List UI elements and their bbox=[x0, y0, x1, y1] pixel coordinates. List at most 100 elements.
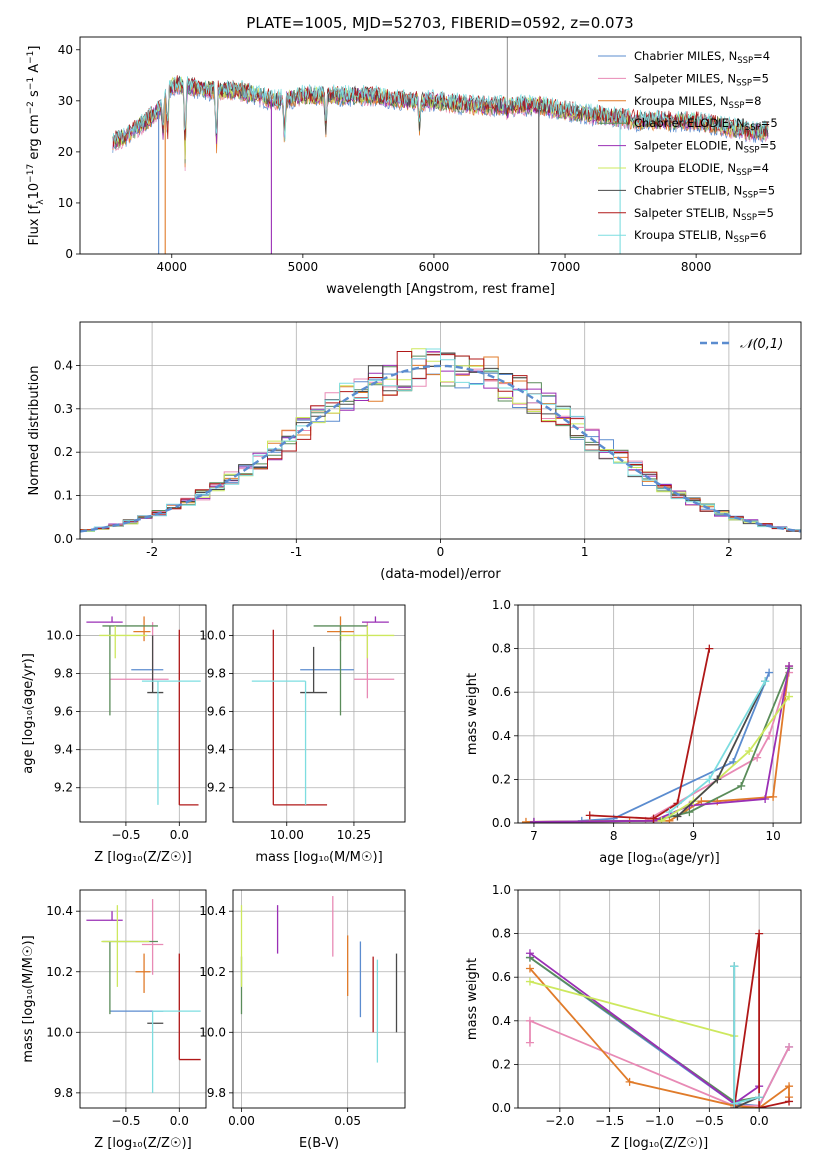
y-tick-label: 0.2 bbox=[492, 772, 511, 786]
legend-entry: Chabrier STELIB, NSSP=5 bbox=[634, 183, 775, 200]
legend-entry: Chabrier MILES, NSSP=4 bbox=[634, 49, 770, 66]
y-tick-label: 10.0 bbox=[199, 628, 226, 642]
marker bbox=[765, 731, 774, 740]
axes-frame bbox=[232, 604, 406, 823]
marker bbox=[525, 977, 534, 986]
x-tick-label: 0.05 bbox=[334, 1114, 361, 1128]
errorbar-kroupa-stelib bbox=[151, 1010, 201, 1093]
y-tick-label: 10.0 bbox=[46, 628, 73, 642]
axes-frame bbox=[79, 889, 207, 1109]
line-kroupa-elodie bbox=[529, 980, 735, 1037]
x-tick-label: 10.25 bbox=[337, 828, 371, 842]
y-tick-label: 10.0 bbox=[199, 1025, 226, 1039]
y-tick-label: 9.8 bbox=[207, 1086, 226, 1100]
y-tick-label: 0.6 bbox=[492, 685, 511, 699]
x-tick-label: 0.0 bbox=[750, 1114, 769, 1128]
mass_vs_Z-points bbox=[86, 899, 201, 1093]
y-tick-label: 0.8 bbox=[492, 642, 511, 656]
errorbar-kroupa-miles bbox=[133, 616, 151, 642]
x-tick-label: −0.5 bbox=[111, 828, 140, 842]
marker bbox=[765, 668, 774, 677]
mass_weight_vs_Z-axes: −2.0 −1.5 −1.0 −0.5 0.0 0.0 0.2 0.4 0.6 0.8 1.0 Z [… bbox=[465, 883, 801, 1151]
mass_vs_EBV-xlabel: E(B-V) bbox=[299, 1136, 339, 1151]
y-tick-label: 0 bbox=[65, 247, 73, 261]
mass_weight_vs_Z-ylabel: mass weight bbox=[465, 958, 480, 1040]
y-tick-label: 9.8 bbox=[54, 1086, 73, 1100]
marker bbox=[665, 808, 674, 817]
line-kroupa-stelib bbox=[668, 680, 766, 813]
spectrum-legend: Chabrier MILES, NSSP=4 Salpeter MILES, NS… bbox=[598, 49, 778, 245]
y-tick-label: 10.4 bbox=[199, 904, 226, 918]
errorbar-salpeter-stelib bbox=[272, 629, 328, 806]
errorbar-salpeter-elodie bbox=[86, 911, 123, 921]
line-salpeter-stelib bbox=[589, 648, 711, 820]
marker bbox=[657, 816, 666, 823]
y-tick-label: 9.2 bbox=[54, 781, 73, 795]
legend-entry: Salpeter MILES, NSSP=5 bbox=[634, 71, 769, 88]
mass_vs_Z-xlabel: Z [log₁₀(Z/Z☉)] bbox=[94, 1136, 191, 1151]
age_vs_Z-xlabel: Z [log₁₀(Z/Z☉)] bbox=[94, 850, 191, 865]
y-tick-label: 9.6 bbox=[54, 705, 73, 719]
residuals-axes: -2 -1 0 1 2 0.0 0.1 0.2 0.3 0.4 (data-model)/error… bbox=[27, 322, 801, 582]
mass_weight_vs_age-xlabel: age [log₁₀(age/yr)] bbox=[599, 851, 720, 866]
errorbar-salpeter-stelib bbox=[178, 629, 199, 806]
axes-frame bbox=[79, 604, 207, 823]
spectrum-lines bbox=[112, 37, 769, 254]
legend-entry: Salpeter STELIB, NSSP=5 bbox=[634, 206, 774, 223]
y-tick-label: 0.4 bbox=[492, 729, 511, 743]
x-tick-label: 8000 bbox=[681, 260, 712, 274]
y-tick-label: 10.2 bbox=[199, 965, 226, 979]
errorbar-salpeter-stelib bbox=[178, 953, 201, 1061]
y-tick-label: 10.4 bbox=[46, 904, 73, 918]
residuals-xlabel: (data-model)/error bbox=[380, 567, 501, 582]
errorbar-kroupa-elodie bbox=[99, 625, 148, 659]
y-tick-label: 9.4 bbox=[54, 743, 73, 757]
age_vs_mass-xlabel: mass [log₁₀(M/M☉)] bbox=[255, 850, 382, 865]
marker bbox=[521, 817, 530, 823]
x-tick-label: 0.00 bbox=[228, 1114, 255, 1128]
marker bbox=[665, 816, 674, 823]
marker bbox=[525, 964, 534, 973]
y-tick-label: 0.4 bbox=[54, 358, 73, 372]
x-tick-label: 4000 bbox=[156, 260, 187, 274]
y-tick-label: 0.0 bbox=[492, 1101, 511, 1115]
x-tick-label: 5000 bbox=[288, 260, 319, 274]
y-tick-label: 30 bbox=[58, 94, 73, 108]
age_vs_Z-points bbox=[86, 616, 201, 806]
errorbar-kroupa-stelib bbox=[141, 680, 201, 805]
y-tick-label: 1.0 bbox=[492, 883, 511, 897]
x-tick-label: −1.5 bbox=[595, 1114, 624, 1128]
x-tick-label: −0.5 bbox=[695, 1114, 724, 1128]
y-tick-label: 9.6 bbox=[207, 705, 226, 719]
marker bbox=[713, 775, 722, 784]
mass_vs_EBV-axes: 0.00 0.05 9.8 10.0 10.2 10.4 E(B-V) bbox=[199, 890, 405, 1151]
axes-frame bbox=[79, 321, 802, 540]
mass_vs_Z-axes: −0.5 0.0 9.8 10.0 10.2 10.4 Z [log₁₀(Z/Z☉)] mas… bbox=[21, 890, 206, 1151]
marker bbox=[705, 644, 714, 653]
errorbar-salpeter-miles bbox=[141, 899, 164, 975]
legend-entry: Kroupa MILES, NSSP=8 bbox=[634, 94, 761, 111]
errorbar-salpeter-elodie bbox=[362, 616, 389, 623]
legend-entry: Chabrier ELODIE, NSSP=5 bbox=[634, 116, 778, 133]
line-kroupa-elodie bbox=[661, 696, 790, 822]
marker bbox=[753, 753, 762, 762]
marker bbox=[755, 1104, 764, 1108]
spectrum-series-chabrier-stelib bbox=[112, 75, 769, 145]
errorbar-kroupa-stelib bbox=[251, 680, 307, 805]
y-tick-label: 9.8 bbox=[54, 667, 73, 681]
marker bbox=[785, 1082, 794, 1091]
spectrum-xlabel: wavelength [Angstrom, rest frame] bbox=[326, 282, 555, 297]
spectrum-ylabel: Flux [fλ10−17 erg cm−2 s−1 A−1] bbox=[26, 46, 46, 246]
x-tick-label: 0.0 bbox=[170, 1114, 189, 1128]
mass_weight_vs_age-lines bbox=[521, 644, 794, 823]
y-tick-label: 0.4 bbox=[492, 1014, 511, 1028]
x-tick-label: 0.0 bbox=[170, 828, 189, 842]
x-tick-label: −2.0 bbox=[545, 1114, 574, 1128]
marker bbox=[755, 1093, 764, 1102]
y-tick-label: 40 bbox=[58, 43, 73, 57]
x-tick-label: −1.0 bbox=[645, 1114, 674, 1128]
x-tick-label: 7 bbox=[530, 829, 538, 843]
y-tick-label: 0.2 bbox=[492, 1057, 511, 1071]
marker bbox=[745, 747, 754, 756]
